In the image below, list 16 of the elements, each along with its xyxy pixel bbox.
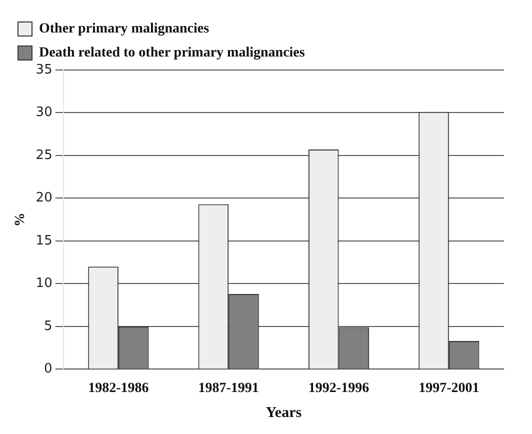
y-tick-label: 30: [36, 105, 52, 120]
y-tick-label: 5: [44, 318, 52, 334]
y-tick-label: 35: [36, 62, 52, 78]
legend-label: Other primary malignancies: [39, 22, 210, 37]
x-axis-title: Years: [266, 404, 302, 421]
y-tick-label: 0: [44, 362, 52, 377]
y-tick-label: 20: [36, 190, 52, 206]
x-tick-label: 1987-1991: [198, 381, 259, 396]
legend-label: Death related to other primary malignancies: [39, 46, 306, 61]
y-tick-label: 25: [36, 148, 52, 163]
y-tick-label: 10: [36, 276, 52, 292]
x-tick-label: 1982-1986: [88, 381, 149, 396]
x-tick-label: 1997-2001: [418, 381, 480, 396]
y-tick-label: 15: [36, 233, 52, 248]
y-axis-title: %: [13, 212, 28, 227]
x-tick-label: 1992-1996: [308, 381, 370, 396]
